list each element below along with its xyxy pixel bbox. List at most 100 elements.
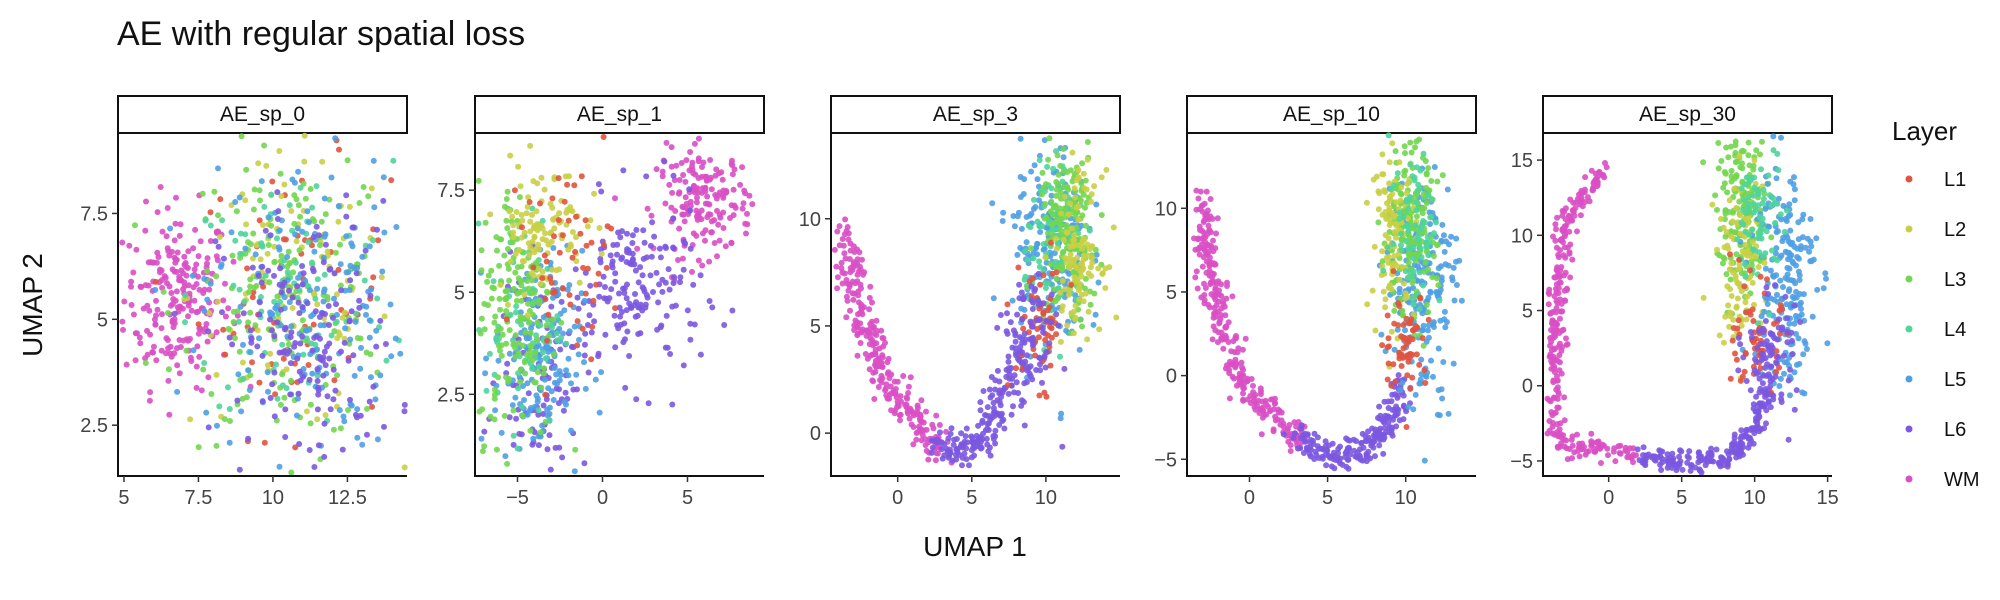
scatter-point	[1562, 223, 1569, 229]
scatter-point	[359, 441, 366, 448]
scatter-point	[855, 292, 862, 299]
scatter-point	[1250, 382, 1256, 389]
scatter-point	[1232, 334, 1239, 341]
scatter-point	[274, 216, 281, 222]
scatter-point	[1000, 209, 1007, 216]
scatter-point	[1394, 394, 1401, 401]
scatter-point	[226, 406, 233, 412]
scatter-point	[1071, 232, 1078, 239]
scatter-point	[534, 319, 541, 326]
scatter-point	[850, 259, 857, 266]
scatter-point	[1408, 149, 1415, 156]
scatter-point	[1014, 213, 1021, 220]
scatter-point	[274, 235, 280, 242]
scatter-point	[556, 386, 563, 393]
scatter-point	[121, 298, 128, 305]
scatter-point	[715, 221, 722, 228]
scatter-point	[345, 357, 352, 364]
scatter-point	[547, 275, 554, 282]
scatter-point	[247, 349, 254, 356]
scatter-point	[521, 359, 528, 366]
scatter-point	[1048, 239, 1054, 246]
scatter-point	[1745, 444, 1752, 451]
scatter-point	[1719, 260, 1726, 267]
scatter-point	[313, 333, 320, 340]
scatter-point	[371, 204, 378, 211]
scatter-point	[617, 234, 624, 241]
scatter-point	[1566, 446, 1573, 452]
scatter-point	[274, 302, 281, 309]
scatter-point	[1733, 205, 1740, 211]
scatter-point	[224, 384, 231, 391]
scatter-point	[296, 310, 303, 317]
scatter-point	[1384, 244, 1391, 251]
scatter-point	[586, 298, 593, 304]
scatter-point	[299, 263, 306, 269]
scatter-point	[322, 311, 328, 317]
scatter-point	[481, 300, 488, 307]
scatter-point	[293, 412, 300, 419]
scatter-point	[271, 272, 277, 279]
scatter-point	[517, 309, 524, 316]
scatter-point	[168, 353, 175, 360]
scatter-point	[1365, 428, 1372, 435]
scatter-point	[282, 406, 289, 413]
scatter-point	[1328, 463, 1335, 470]
scatter-point	[554, 337, 561, 344]
scatter-point	[536, 363, 543, 370]
scatter-point	[1199, 263, 1206, 270]
scatter-point	[1724, 189, 1731, 196]
scatter-point	[309, 259, 315, 266]
scatter-point	[294, 294, 301, 301]
scatter-point	[374, 226, 380, 233]
scatter-point	[567, 301, 574, 308]
scatter-point	[249, 294, 256, 301]
scatter-point	[740, 200, 747, 207]
scatter-point	[528, 343, 535, 350]
scatter-point	[1074, 265, 1081, 272]
scatter-point	[1229, 373, 1236, 380]
scatter-point	[1258, 431, 1265, 438]
scatter-point	[1450, 360, 1457, 367]
scatter-point	[1400, 322, 1407, 328]
scatter-point	[510, 222, 517, 229]
scatter-point	[241, 298, 248, 305]
scatter-point	[1089, 254, 1095, 261]
scatter-point	[318, 218, 325, 225]
scatter-point	[644, 294, 651, 301]
scatter-point	[1554, 404, 1561, 411]
scatter-point	[692, 171, 699, 178]
scatter-point	[284, 263, 291, 270]
scatter-point	[943, 428, 950, 435]
scatter-point	[1645, 451, 1652, 458]
scatter-point	[306, 447, 313, 453]
scatter-point	[1386, 282, 1393, 289]
scatter-point	[1678, 448, 1685, 455]
scatter-point	[301, 158, 308, 165]
scatter-point	[174, 249, 181, 256]
scatter-point	[527, 142, 534, 149]
scatter-point	[1229, 293, 1236, 300]
scatter-point	[1413, 351, 1420, 358]
scatter-point	[728, 160, 735, 167]
scatter-point	[503, 217, 510, 224]
scatter-point	[574, 294, 581, 301]
scatter-point	[1207, 243, 1214, 250]
scatter-point	[1576, 453, 1583, 460]
scatter-point	[378, 274, 385, 281]
scatter-point	[256, 299, 263, 306]
scatter-point	[1418, 356, 1425, 363]
scatter-point	[1079, 266, 1086, 273]
scatter-point	[246, 387, 253, 393]
scatter-point	[1425, 252, 1432, 259]
scatter-point	[631, 261, 638, 268]
scatter-point	[300, 373, 307, 380]
scatter-point	[1416, 306, 1423, 313]
x-tick-label: 0	[1244, 487, 1255, 509]
scatter-point	[1379, 151, 1386, 158]
scatter-point	[850, 296, 857, 303]
scatter-point	[163, 233, 170, 240]
scatter-point	[1294, 445, 1301, 452]
scatter-point	[1389, 407, 1396, 413]
scatter-point	[1088, 198, 1094, 205]
